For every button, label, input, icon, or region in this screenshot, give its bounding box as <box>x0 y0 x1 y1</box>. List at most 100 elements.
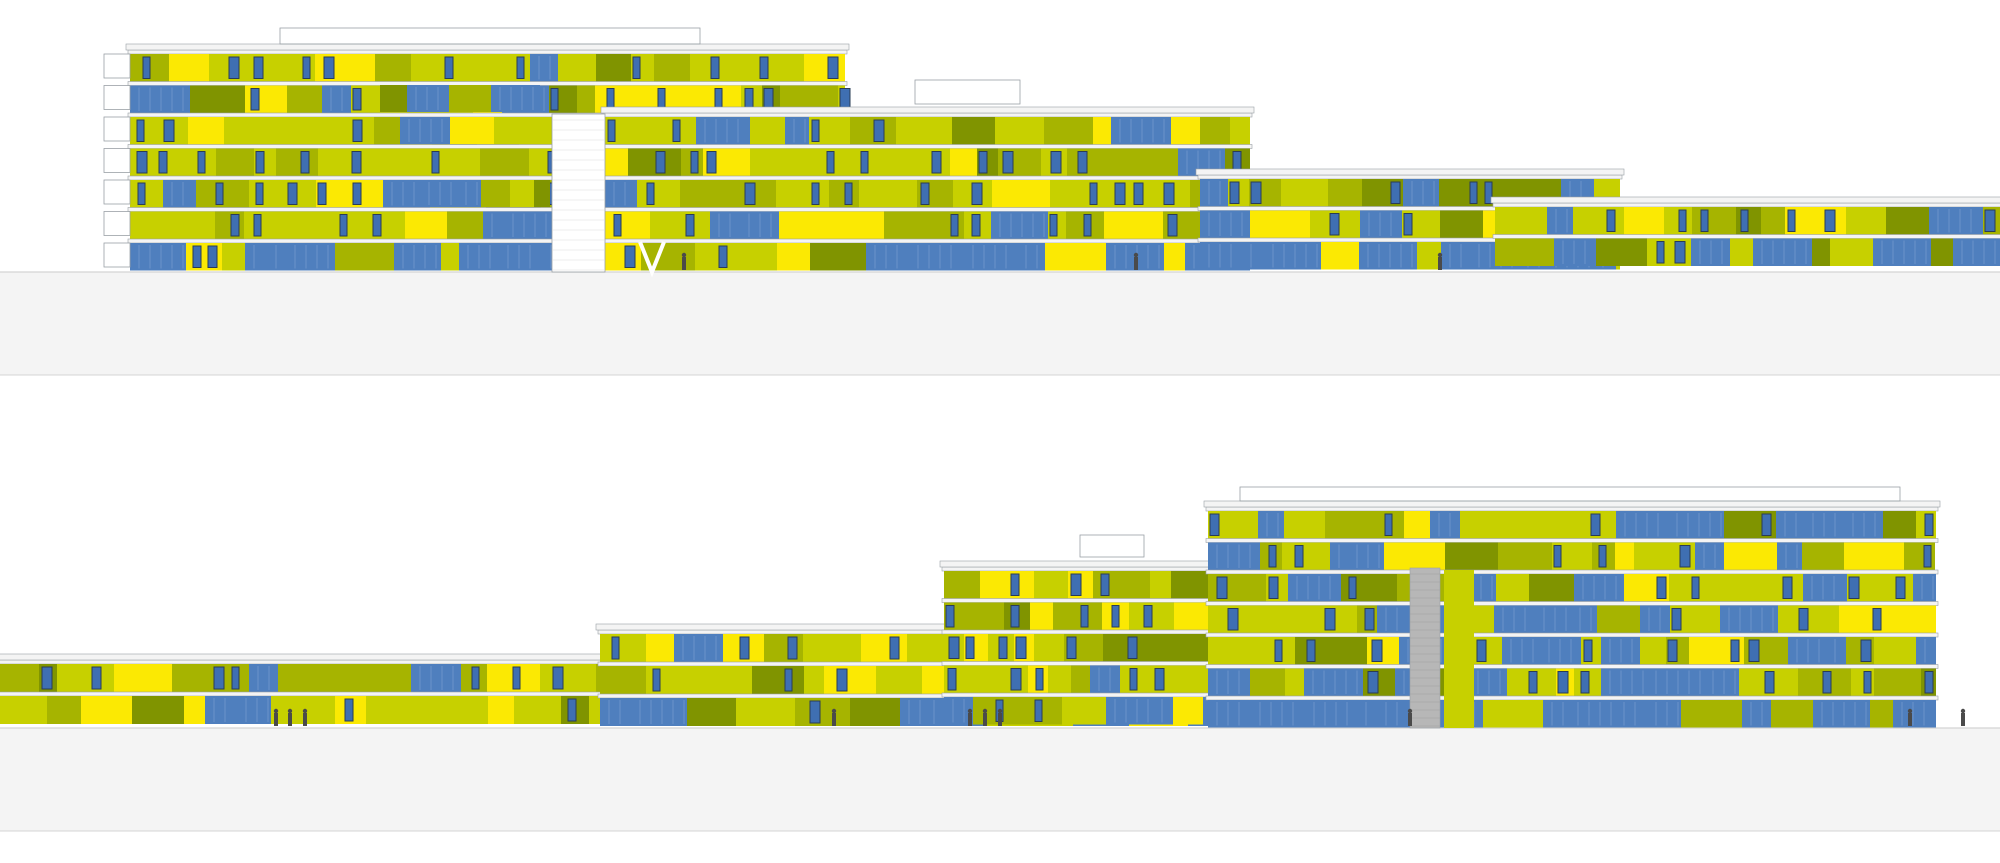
balcony-frame <box>103 242 131 268</box>
floor-slab <box>602 112 1253 118</box>
facade-panel <box>795 698 850 726</box>
person-figure <box>1960 708 1966 714</box>
window <box>1553 545 1562 568</box>
window <box>192 245 202 268</box>
facade-panel <box>850 698 900 726</box>
facade-panel <box>950 148 977 176</box>
facade-panel <box>710 211 740 239</box>
window <box>873 119 885 142</box>
window <box>344 698 354 722</box>
balcony-frame <box>103 148 131 173</box>
facade-panel <box>1681 700 1742 728</box>
facade-panel <box>1669 574 1710 602</box>
facade-panel <box>249 664 278 692</box>
facade-panel <box>628 148 681 176</box>
window <box>1583 639 1593 662</box>
window <box>1163 182 1175 205</box>
window <box>1656 241 1665 264</box>
window <box>652 668 661 692</box>
facade-panel <box>1640 637 1666 665</box>
window <box>552 666 564 690</box>
facade-panel <box>1377 605 1409 633</box>
person-figure <box>681 252 687 258</box>
window <box>1923 545 1932 568</box>
window <box>632 56 641 79</box>
facade-panel <box>1208 700 1251 728</box>
window <box>1348 576 1357 599</box>
facade-panel <box>1913 574 1936 602</box>
balcony-frame <box>103 116 131 142</box>
facade-panel <box>1250 668 1285 696</box>
window <box>613 214 622 237</box>
facade-panel <box>278 664 324 692</box>
window <box>1049 214 1058 237</box>
facade-panel <box>1788 637 1826 665</box>
facade-panel <box>1242 242 1264 270</box>
facade-panel <box>781 148 823 176</box>
facade-panel <box>1440 210 1483 238</box>
facade-panel <box>1071 665 1090 693</box>
window <box>1216 576 1228 599</box>
facade-panel <box>488 696 514 724</box>
window <box>1129 668 1138 691</box>
facade-panel <box>1357 700 1377 728</box>
facade-panel <box>481 180 510 207</box>
facade-panel <box>271 117 318 145</box>
window <box>253 214 262 237</box>
window <box>1863 671 1872 694</box>
window <box>91 666 102 690</box>
window <box>920 182 930 205</box>
window <box>215 182 224 205</box>
window <box>646 182 655 205</box>
window <box>1787 209 1796 232</box>
facade-panel <box>447 211 483 239</box>
window <box>784 668 793 692</box>
window <box>744 182 756 205</box>
facade-panel <box>733 243 777 271</box>
facade-panel <box>1615 700 1647 728</box>
facade-panel <box>130 243 186 271</box>
facade-panel <box>1776 511 1804 539</box>
window <box>1010 605 1020 628</box>
window <box>1227 608 1239 631</box>
window <box>1390 181 1401 204</box>
facade-panel <box>480 148 529 176</box>
window <box>1089 182 1098 205</box>
window <box>624 245 636 268</box>
facade-panel <box>596 54 631 82</box>
facade-panel <box>776 180 829 208</box>
facade-panel <box>810 243 866 271</box>
window <box>690 151 699 174</box>
facade-panel <box>1870 700 1893 728</box>
window <box>844 182 853 205</box>
facade-panel <box>824 666 876 694</box>
facade-panel <box>1571 605 1597 633</box>
facade-panel <box>114 664 172 692</box>
person-figure <box>967 708 973 714</box>
facade-panel <box>1753 238 1812 266</box>
facade-panel <box>1305 700 1357 728</box>
facade-panel <box>896 117 952 145</box>
window <box>352 88 362 111</box>
facade-panel <box>1771 700 1795 728</box>
facade-panel <box>1111 117 1171 145</box>
facade-panel <box>803 634 861 662</box>
facade-panel <box>646 634 674 662</box>
facade-panel <box>1044 117 1093 145</box>
roof-parapet <box>125 43 850 51</box>
facade-panel <box>1173 697 1203 725</box>
facade-panel <box>1103 634 1147 662</box>
window <box>860 151 869 174</box>
balcony-frame <box>103 211 131 236</box>
window <box>351 151 362 174</box>
facade-panel <box>1496 574 1529 602</box>
window <box>1371 639 1383 662</box>
window <box>1015 636 1027 659</box>
window <box>998 636 1008 659</box>
window <box>1403 213 1413 236</box>
floor-slab <box>602 144 1253 149</box>
facade-panel <box>829 180 859 208</box>
facade-panel <box>237 696 271 724</box>
window <box>253 56 264 79</box>
facade-panel <box>491 85 540 112</box>
